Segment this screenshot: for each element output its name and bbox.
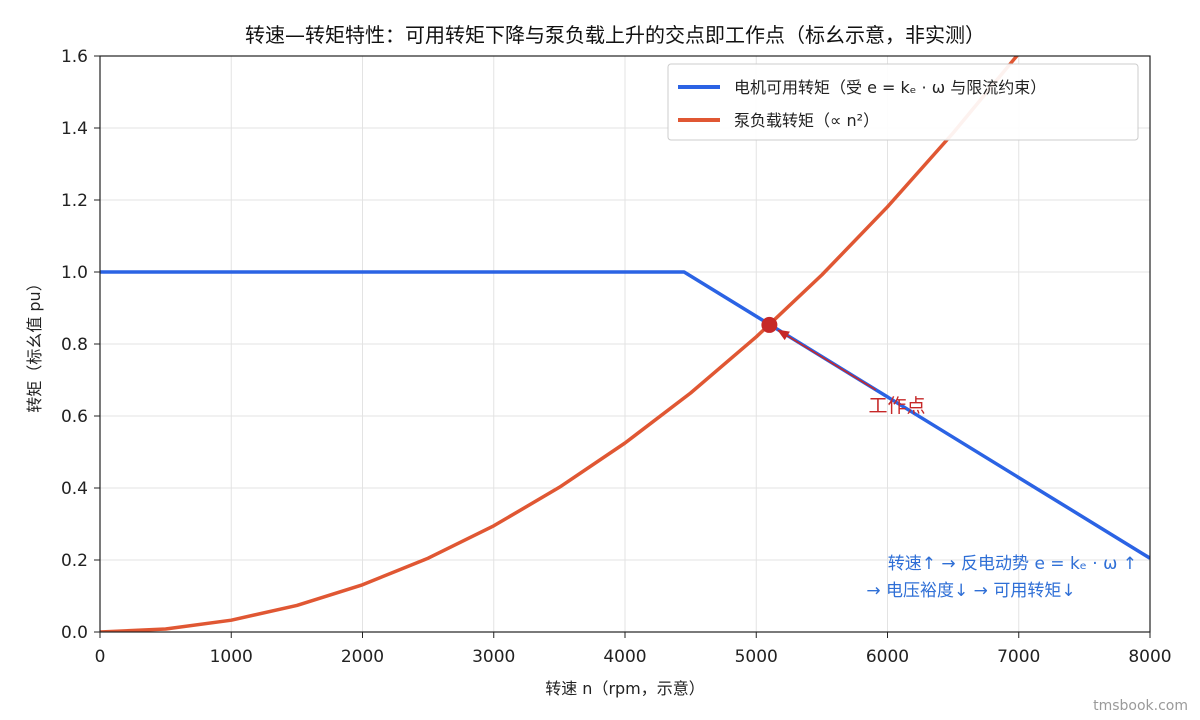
y-tick-label: 1.4 <box>61 119 88 139</box>
y-tick-label: 1.0 <box>61 263 88 283</box>
operating-point-marker <box>761 316 778 333</box>
x-tick-label: 8000 <box>1128 647 1171 667</box>
x-tick-label: 1000 <box>210 647 253 667</box>
y-tick-label: 1.2 <box>61 191 88 211</box>
motor-torque-line <box>100 270 1150 560</box>
y-tick-label: 1.6 <box>61 47 88 67</box>
chart-title: 转速—转矩特性：可用转矩下降与泵负载上升的交点即工作点（标幺示意，非实测） <box>245 23 985 47</box>
operating-point-label: 工作点 <box>868 395 925 417</box>
grid-lines <box>99 55 1151 633</box>
y-tick-label: 0.6 <box>61 407 88 427</box>
pump-load-torque-line <box>100 56 1020 632</box>
series-lines <box>100 56 1150 632</box>
y-axis-label: 转矩（标幺值 pu） <box>25 275 44 412</box>
x-tick-label: 6000 <box>866 647 909 667</box>
y-tick-label: 0.4 <box>61 479 88 499</box>
x-tick-label: 4000 <box>603 647 646 667</box>
axis-ticks: 0 1000 2000 3000 4000 5000 6000 7000 8000 0.0 0.2 0… <box>61 47 1172 667</box>
watermark: tmsbook.com <box>1093 698 1188 714</box>
x-tick-label: 3000 <box>472 647 515 667</box>
y-tick-label: 0.2 <box>61 551 88 571</box>
note-line-2: → 电压裕度↓ → 可用转矩↓ <box>866 581 1075 601</box>
x-tick-label: 2000 <box>341 647 384 667</box>
legend-box <box>667 63 1139 141</box>
annotation-arrow-head <box>777 329 790 341</box>
x-axis-label: 转速 n（rpm，示意） <box>545 679 705 698</box>
y-tick-label: 0.8 <box>61 335 88 355</box>
x-tick-label: 0 <box>95 647 106 667</box>
legend-label-pump: 泵负载转矩（∝ n²） <box>734 111 879 130</box>
legend: 电机可用转矩（受 e = kₑ · ω 与限流约束） 泵负载转矩（∝ n²） <box>667 63 1139 141</box>
note-line-1: 转速↑ → 反电动势 e = kₑ · ω ↑ <box>888 554 1137 574</box>
legend-label-motor: 电机可用转矩（受 e = kₑ · ω 与限流约束） <box>734 78 1046 97</box>
x-tick-label: 5000 <box>735 647 778 667</box>
x-tick-label: 7000 <box>997 647 1040 667</box>
y-tick-label: 0.0 <box>61 623 88 643</box>
annotations: 工作点 转速↑ → 反电动势 e = kₑ · ω ↑ → 电压裕度↓ → 可用… <box>761 316 1137 601</box>
annotation-arrow <box>786 335 877 391</box>
